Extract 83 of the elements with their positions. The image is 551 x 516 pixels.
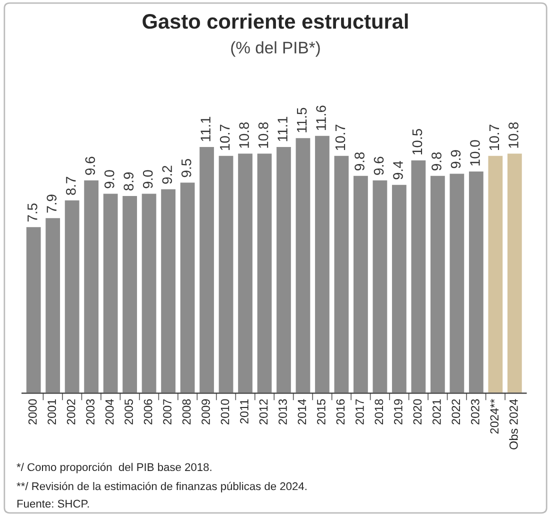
bar	[160, 188, 177, 394]
bar	[314, 134, 331, 394]
x-tick-label: 2013	[278, 399, 287, 424]
bar	[44, 216, 62, 394]
data-label: 10.7	[335, 124, 346, 150]
data-label: 10.7	[489, 124, 500, 150]
data-label: 10.8	[508, 122, 518, 148]
bar	[468, 170, 485, 394]
x-tick-label: 2015	[317, 399, 326, 424]
x-tick-label: 2016	[336, 399, 345, 424]
x-tick-label: 2014	[298, 399, 306, 424]
x-tick-label: 2000	[28, 399, 37, 424]
x-tick-label: 2007	[163, 399, 172, 424]
x-tick-label: 2022	[452, 399, 460, 424]
bar	[63, 198, 81, 394]
data-label: 9.0	[104, 170, 114, 188]
text: **/ Revisión de la estimación de finanzas públicas de 2024.	[16, 482, 306, 492]
bar	[294, 136, 312, 394]
bar	[82, 178, 100, 394]
bar	[371, 178, 389, 394]
data-label: 9.0	[142, 170, 153, 188]
bar	[236, 152, 254, 394]
data-label: 8.7	[66, 176, 76, 195]
text: */ Como proporción del PIB base 2018.	[16, 462, 212, 474]
x-tick-label: Obs 2024	[509, 399, 518, 450]
bar	[448, 172, 466, 394]
bar	[506, 152, 524, 394]
bar	[352, 174, 370, 394]
x-tick-label: 2002	[66, 399, 76, 424]
chart-subtitle: (% del PIB*)	[231, 41, 320, 57]
bar	[275, 146, 292, 394]
data-label: 10.7	[220, 124, 230, 150]
data-label: 9.2	[162, 166, 172, 184]
bar	[332, 154, 350, 394]
x-tick-label: 2011	[240, 399, 248, 424]
x-tick-label: 2023	[470, 399, 480, 424]
data-label: 8.9	[124, 172, 134, 190]
bar	[390, 183, 408, 394]
x-tick-label: 2010	[220, 399, 230, 424]
bar	[429, 174, 446, 394]
x-tick-label: 2003	[86, 399, 94, 424]
data-label: 10.8	[258, 122, 268, 148]
x-tick-label: 2005	[124, 399, 133, 424]
data-label: 11.1	[200, 116, 210, 142]
bar	[121, 194, 138, 394]
data-label: 10.5	[412, 129, 422, 154]
x-tick-label: 2004	[105, 399, 114, 424]
x-tick-label: 2018	[374, 399, 384, 424]
data-label: 9.8	[432, 152, 442, 170]
bar	[256, 152, 274, 394]
x-tick-label: 2020	[413, 399, 422, 424]
x-tick-label: 2001	[48, 399, 56, 424]
x-tick-label: 2019	[394, 399, 402, 424]
x-tick-label: 2017	[356, 399, 364, 424]
bar	[410, 158, 428, 394]
x-tick-label: 2012	[259, 399, 268, 424]
bar	[486, 154, 504, 394]
source-note: Fuente: SHCP.	[17, 500, 89, 508]
x-tick-label: 2024**	[490, 398, 499, 434]
bar	[198, 146, 216, 394]
x-tick-label: 2009	[202, 399, 210, 424]
data-label: 10.0	[470, 140, 480, 166]
bar	[178, 181, 196, 394]
data-label: 9.5	[181, 159, 192, 178]
data-label: 9.6	[374, 156, 384, 175]
data-label: 7.9	[46, 194, 57, 213]
bar	[140, 192, 158, 394]
x-tick-label: 2006	[144, 399, 152, 424]
chart-title: Gasto corriente estructural	[142, 14, 408, 29]
data-label: 7.5	[28, 203, 38, 222]
x-tick-label: 2021	[432, 399, 441, 424]
data-label: 9.9	[450, 150, 461, 168]
data-label: 10.8	[239, 122, 249, 148]
data-label: 9.4	[393, 161, 403, 180]
data-label: 11.5	[297, 108, 307, 132]
data-label: 9.6	[85, 156, 96, 175]
data-label: 11.6	[316, 106, 326, 130]
bar	[217, 154, 235, 394]
data-label: 11.1	[278, 116, 288, 142]
bar	[25, 226, 42, 394]
data-label: 9.8	[354, 152, 364, 170]
x-tick-label: 2008	[182, 399, 191, 424]
bar	[102, 192, 120, 394]
